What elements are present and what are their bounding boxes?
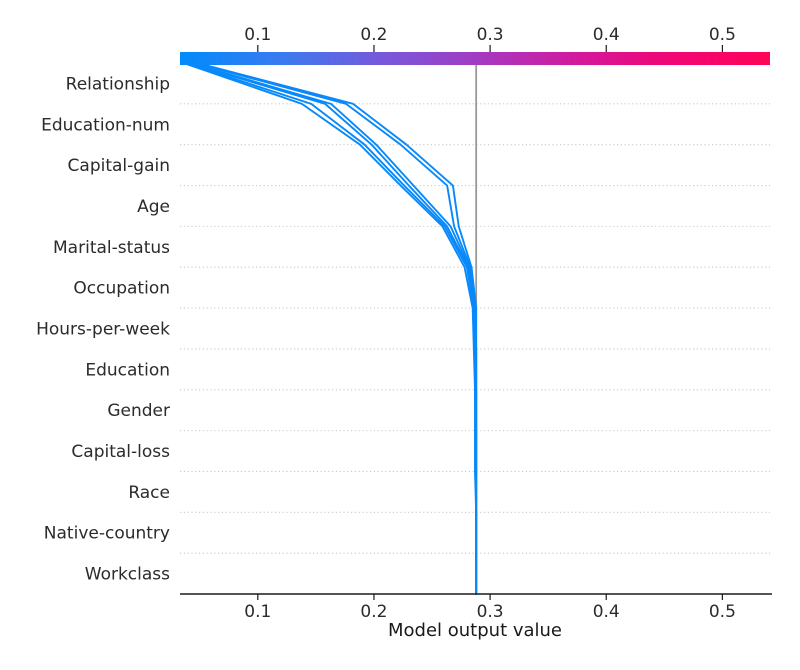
feature-label: Hours-per-week (36, 320, 170, 340)
bottom-axis-tick-label: 0.5 (709, 602, 736, 622)
top-axis-tick-label: 0.5 (709, 25, 736, 45)
feature-label: Capital-gain (68, 156, 170, 176)
decision-path (187, 62, 478, 595)
colorbar (180, 52, 770, 65)
feature-label: Capital-loss (71, 442, 170, 462)
bottom-axis-tick-label: 0.1 (244, 602, 271, 622)
x-axis-title: Model output value (387, 620, 563, 641)
top-axis-tick-label: 0.1 (244, 25, 271, 45)
feature-label: Native-country (44, 524, 170, 544)
feature-label: Relationship (66, 74, 170, 94)
feature-label: Occupation (73, 279, 170, 299)
decision-path (194, 62, 478, 595)
bottom-axis-tick-label: 0.3 (477, 602, 504, 622)
feature-label: Marital-status (53, 238, 170, 258)
decision-path (189, 62, 478, 595)
feature-label: Gender (107, 401, 170, 421)
feature-label: Age (137, 197, 170, 217)
feature-label: Workclass (85, 565, 170, 585)
top-axis-tick-label: 0.3 (477, 25, 504, 45)
feature-label: Race (128, 483, 170, 503)
decision-path (182, 62, 478, 595)
decision-path (196, 62, 478, 595)
top-axis-tick-label: 0.4 (593, 25, 620, 45)
top-axis-tick-label: 0.2 (360, 25, 387, 45)
bottom-axis-tick-label: 0.2 (360, 602, 387, 622)
decision-path (184, 62, 478, 595)
bottom-axis-tick-label: 0.4 (593, 602, 620, 622)
feature-label: Education-num (41, 115, 170, 135)
feature-label: Education (85, 360, 170, 380)
